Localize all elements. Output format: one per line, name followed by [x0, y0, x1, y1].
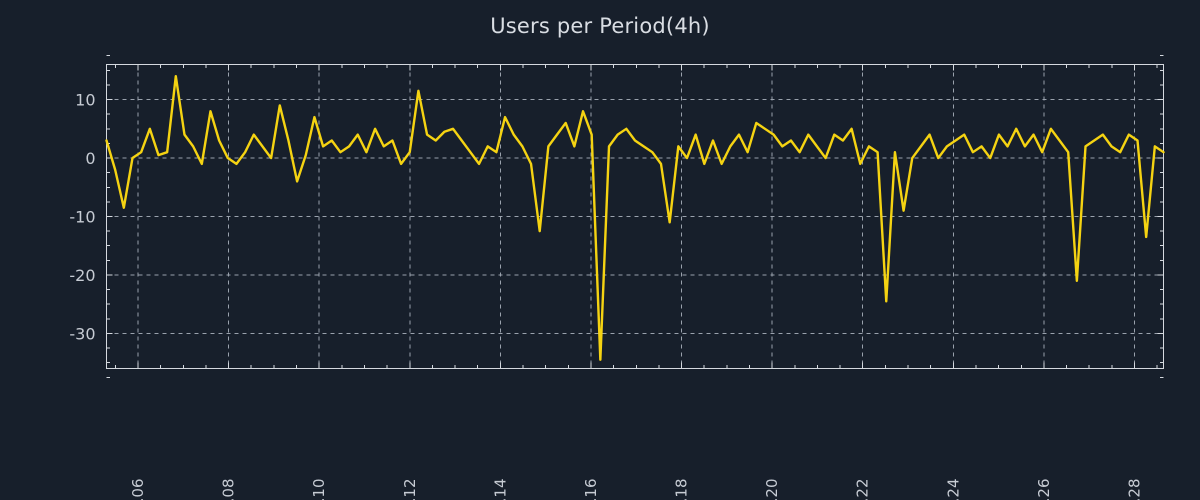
chart-title: Users per Period(4h) [490, 14, 710, 38]
x-tick-label: 2025.08.10 [310, 479, 328, 500]
x-axis-labels: 2025.08.06 2025.08.08 2025.08.10 2025.08.12… [129, 479, 1144, 500]
grid-lines [106, 64, 1164, 369]
x-tick-label: 2025.08.20 [763, 479, 781, 500]
x-tick-label: 2025.08.24 [944, 479, 962, 500]
data-series-users-per-period [105, 74, 1165, 361]
y-tick-label: -20 [69, 266, 95, 285]
x-tick-label: 2025.08.12 [401, 479, 419, 500]
y-tick-label: 10 [75, 91, 95, 110]
x-tick-label: 2025.08.28 [1126, 479, 1144, 500]
y-tick-label: -10 [69, 208, 95, 227]
y-tick-label: 0 [85, 149, 95, 168]
x-tick-label: 2025.08.18 [673, 479, 691, 500]
plot-frame [105, 63, 1165, 370]
y-axis-labels: 10 0 -10 -20 -30 [69, 91, 95, 344]
y-tick-label: -30 [69, 324, 95, 343]
x-tick-label: 2025.08.26 [1035, 479, 1053, 500]
x-tick-label: 2025.08.14 [491, 479, 509, 500]
x-tick-label: 2025.08.06 [129, 479, 147, 500]
x-tick-label: 2025.08.08 [220, 479, 238, 500]
x-tick-label: 2025.08.16 [582, 479, 600, 500]
x-tick-label: 2025.08.22 [854, 479, 872, 500]
